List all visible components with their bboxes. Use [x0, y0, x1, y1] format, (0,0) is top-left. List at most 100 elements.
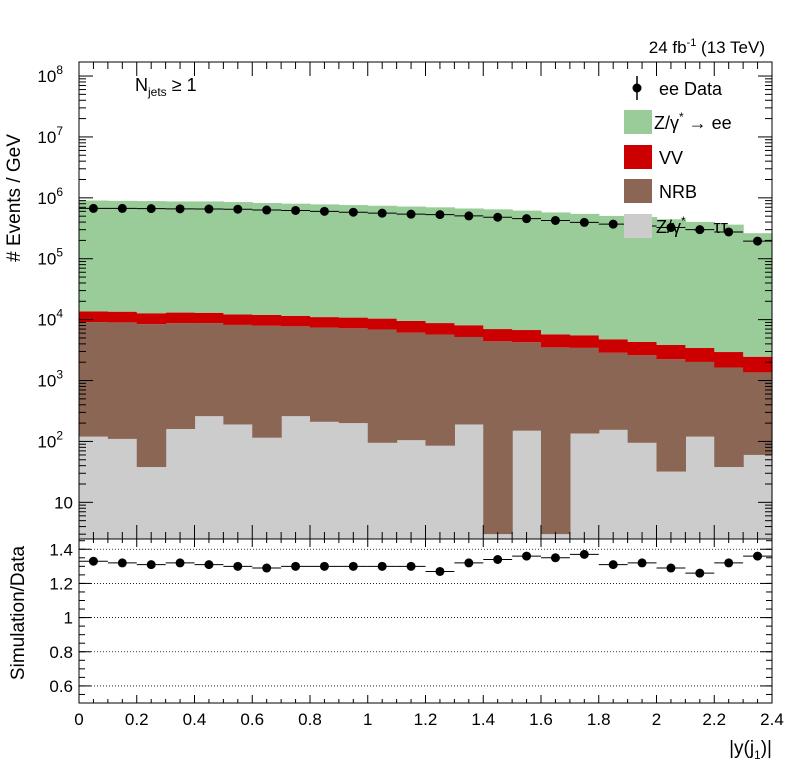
bar-series0-bin8 [310, 421, 340, 539]
data-point-bin5 [233, 204, 243, 214]
bar-series3-bin12 [425, 207, 455, 324]
jets-annotation: Njets ≥ 1 [135, 75, 197, 99]
y-tick-label-6: 106 [37, 185, 63, 208]
bar-series2-bin2 [136, 313, 167, 325]
bar-series1-bin15 [512, 342, 542, 431]
bar-series1-bin0 [79, 322, 109, 437]
data-point-bin16 [550, 215, 560, 225]
x-axis-title: |y(j1)| [729, 738, 772, 762]
data-point-bin6 [262, 205, 272, 215]
bar-series0-bin2 [136, 467, 167, 539]
legend-swatch-zee [624, 110, 652, 134]
bar-series3-bin7 [281, 203, 311, 316]
data-point-bin20 [666, 223, 676, 233]
x-tick-label-11: 2.2 [702, 710, 726, 729]
bar-series0-bin20 [656, 471, 686, 539]
bar-series2-bin18 [598, 339, 629, 353]
bar-series1-bin6 [252, 325, 282, 438]
data-point-bin3 [175, 204, 185, 214]
ratio-point-2 [146, 560, 156, 570]
legend-swatch-nrb [624, 179, 652, 203]
data-point-bin23 [753, 236, 763, 246]
y-tick-label-7: 107 [37, 124, 63, 147]
ratio-point-19 [637, 558, 647, 568]
ratio-point-17 [579, 549, 589, 559]
data-point-bin12 [435, 210, 445, 220]
ratio-point-11 [406, 561, 416, 571]
bar-series2-bin9 [338, 317, 369, 329]
data-point-bin1 [117, 203, 127, 213]
bar-series2-bin16 [541, 334, 571, 348]
ratio-point-6 [262, 563, 272, 573]
ratio-point-9 [348, 561, 358, 571]
bar-series3-bin14 [483, 209, 513, 330]
bar-series0-bin21 [685, 436, 715, 539]
bar-series3-bin6 [252, 203, 282, 316]
bar-series2-bin1 [107, 311, 138, 323]
legend-label-data: ee Data [659, 79, 723, 99]
bar-series1-bin22 [714, 367, 744, 468]
bar-series2-bin4 [194, 312, 224, 324]
data-point-bin22 [724, 227, 734, 237]
bar-series3-bin15 [512, 210, 542, 331]
y-tick-exp-8: 8 [56, 63, 63, 77]
bar-series3-bin16 [541, 212, 571, 335]
bar-series1-bin23 [743, 372, 773, 455]
bar-series1-bin17 [569, 347, 600, 434]
bar-series2-bin13 [454, 325, 484, 337]
x-tick-label-8: 1.6 [529, 710, 553, 729]
bar-series2-bin14 [483, 329, 513, 342]
bar-series2-bin21 [685, 348, 715, 362]
data-point-bin2 [146, 204, 156, 214]
bar-series3-bin13 [454, 208, 484, 326]
data-point-bin13 [464, 211, 474, 221]
bar-series2-bin5 [223, 314, 253, 325]
data-point-bin21 [695, 225, 705, 235]
bar-series2-bin3 [165, 312, 196, 324]
x-tick-label-3: 0.6 [240, 710, 264, 729]
bar-series3-bin5 [223, 202, 253, 315]
legend-item-data: ee Data [632, 76, 723, 100]
ratio-point-14 [493, 555, 503, 564]
bar-series2-bin12 [425, 323, 455, 335]
ratio-point-10 [377, 561, 387, 571]
data-point-bin17 [579, 217, 589, 227]
bar-series1-bin21 [685, 361, 715, 437]
ratio-y-axis: 0.6 0.8 1 1.2 1.4 [49, 540, 772, 696]
data-point-bin0 [88, 203, 98, 213]
legend-label-vv: VV [659, 148, 683, 168]
main-y-axis-title: # Events / GeV [4, 134, 25, 262]
bar-series2-bin22 [714, 352, 744, 368]
data-point-bin14 [493, 212, 503, 222]
bar-series3-bin20 [656, 219, 686, 346]
y-tick-base-4: 10 [37, 311, 56, 330]
legend-swatch-vv [624, 145, 652, 169]
legend-item-vv: VV [624, 145, 683, 169]
bar-series0-bin3 [165, 429, 196, 539]
data-point-bin4 [204, 204, 214, 214]
ratio-point-0 [88, 556, 98, 566]
bar-series1-bin7 [281, 326, 311, 417]
y-tick-base-6: 10 [37, 189, 56, 208]
bar-series0-bin13 [454, 424, 484, 539]
y-tick-exp-2: 2 [56, 428, 63, 442]
ratio-point-4 [204, 560, 214, 570]
x-tick-label-4: 0.8 [298, 710, 322, 729]
y-tick-label-5: 105 [37, 246, 63, 269]
y-tick-base-8: 10 [37, 67, 56, 86]
ratio-point-23 [753, 551, 763, 561]
bar-series2-bin20 [656, 345, 686, 360]
ratio-y-tick-label-3: 1.2 [49, 574, 73, 593]
y-tick-base-7: 10 [37, 128, 56, 147]
bar-series3-bin10 [367, 205, 398, 319]
bar-series1-bin8 [310, 327, 340, 422]
x-tick-label-6: 1.2 [414, 710, 438, 729]
y-tick-exp-4: 4 [56, 307, 63, 321]
legend-label-nrb: NRB [659, 182, 697, 202]
data-point-bin8 [319, 206, 329, 216]
x-tick-label-2: 0.4 [183, 710, 207, 729]
y-tick-exp-6: 6 [56, 185, 63, 199]
y-tick-label-2: 102 [37, 428, 63, 451]
